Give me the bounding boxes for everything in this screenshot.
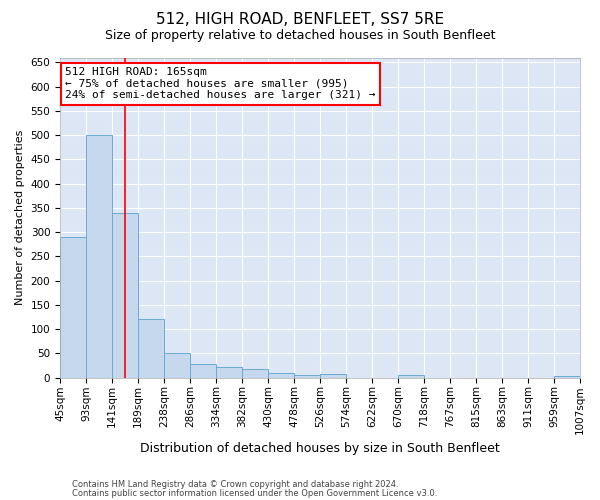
Bar — [398, 375, 424, 378]
Bar — [320, 374, 346, 378]
Bar — [86, 135, 112, 378]
Text: Size of property relative to detached houses in South Benfleet: Size of property relative to detached ho… — [105, 29, 495, 42]
Bar — [190, 364, 216, 378]
Bar — [554, 376, 580, 378]
Bar — [268, 372, 294, 378]
Text: 512 HIGH ROAD: 165sqm
← 75% of detached houses are smaller (995)
24% of semi-det: 512 HIGH ROAD: 165sqm ← 75% of detached … — [65, 67, 376, 100]
Text: Contains HM Land Registry data © Crown copyright and database right 2024.: Contains HM Land Registry data © Crown c… — [72, 480, 398, 489]
Bar — [294, 375, 320, 378]
Bar — [112, 212, 138, 378]
Text: Contains public sector information licensed under the Open Government Licence v3: Contains public sector information licen… — [72, 488, 437, 498]
Y-axis label: Number of detached properties: Number of detached properties — [15, 130, 25, 305]
Bar — [138, 320, 164, 378]
Bar — [164, 354, 190, 378]
Bar — [216, 367, 242, 378]
Bar — [242, 369, 268, 378]
X-axis label: Distribution of detached houses by size in South Benfleet: Distribution of detached houses by size … — [140, 442, 500, 455]
Text: 512, HIGH ROAD, BENFLEET, SS7 5RE: 512, HIGH ROAD, BENFLEET, SS7 5RE — [156, 12, 444, 28]
Bar — [60, 237, 86, 378]
